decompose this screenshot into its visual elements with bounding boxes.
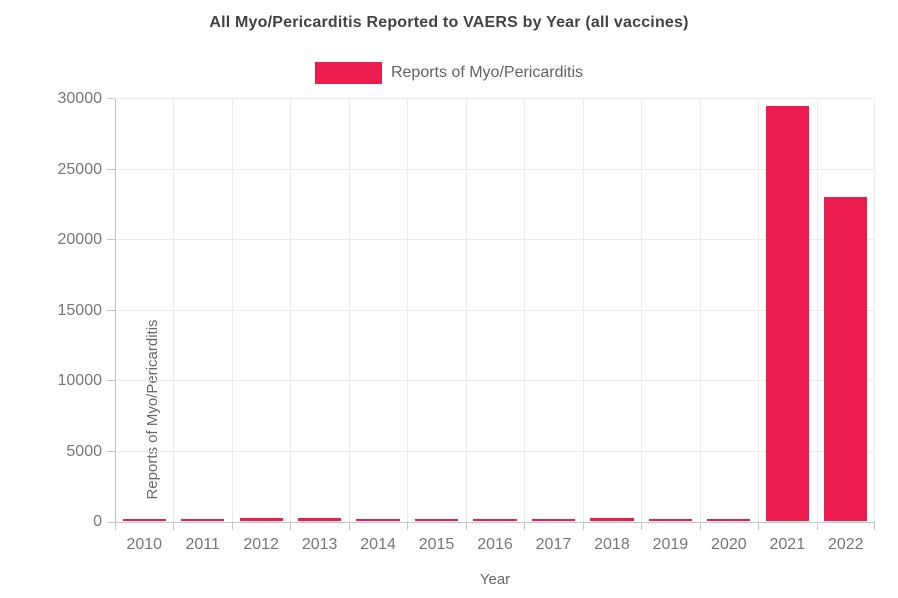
bar-2018[interactable]: [590, 518, 634, 521]
gridline-x-0: [115, 99, 116, 522]
x-tick-label-2019: 2019: [652, 536, 689, 553]
bar-2015[interactable]: [414, 519, 459, 521]
x-tick-8: [583, 522, 584, 530]
bar-2010[interactable]: [122, 519, 166, 521]
gridline-x-13: [874, 99, 875, 522]
y-tick-label-15000: 15000: [57, 301, 103, 319]
chart-title: All Myo/Pericarditis Reported to VAERS b…: [209, 14, 689, 31]
gridline-y-30000: [115, 98, 875, 99]
x-tick-label-2016: 2016: [477, 536, 513, 553]
x-axis-title: Year: [479, 571, 511, 588]
x-tick-13: [874, 522, 875, 530]
x-tick-9: [641, 522, 642, 530]
x-tick-7: [524, 522, 525, 530]
bar-2013[interactable]: [297, 518, 342, 521]
gridline-x-6: [466, 99, 467, 522]
y-tick-15000: [107, 309, 115, 311]
bar-2021[interactable]: [765, 106, 809, 521]
gridline-x-7: [524, 99, 525, 522]
y-tick-label-5000: 5000: [66, 442, 102, 460]
x-tick-10: [700, 522, 701, 530]
x-tick-5: [407, 522, 408, 530]
legend-swatch-icon: [314, 62, 382, 84]
y-tick-20000: [107, 239, 115, 240]
gridline-y-5000: [115, 450, 875, 452]
gridline-x-1: [173, 99, 174, 522]
x-tick-label-2017: 2017: [535, 536, 572, 553]
legend-label: Reports of Myo/Pericarditis: [390, 64, 584, 81]
gridline-x-2: [232, 99, 233, 522]
gridline-x-12: [817, 99, 818, 522]
x-tick-label-2013: 2013: [301, 536, 338, 553]
x-tick-label-2018: 2018: [594, 536, 630, 553]
x-tick-label-2022: 2022: [827, 536, 864, 553]
y-tick-25000: [107, 168, 115, 170]
gridline-x-3: [290, 99, 291, 522]
x-tick-label-2014: 2014: [360, 536, 396, 553]
x-tick-2: [232, 522, 233, 530]
gridline-y-15000: [115, 309, 875, 311]
gridline-x-11: [758, 99, 759, 522]
x-tick-label-2012: 2012: [243, 536, 279, 553]
x-tick-label-2010: 2010: [126, 536, 163, 553]
gridline-y-10000: [115, 380, 875, 381]
bar-2022[interactable]: [824, 196, 868, 521]
x-tick-label-2020: 2020: [711, 536, 747, 553]
y-tick-label-10000: 10000: [57, 372, 103, 389]
y-tick-label-25000: 25000: [57, 160, 103, 178]
x-tick-4: [349, 522, 350, 530]
plot-area: Reports of Myo/Pericarditis: [115, 98, 875, 523]
gridline-y-0: [115, 522, 875, 523]
bar-2020[interactable]: [707, 518, 751, 521]
bar-2019[interactable]: [648, 519, 692, 521]
y-tick-label-0: 0: [93, 513, 102, 530]
y-tick-label-20000: 20000: [57, 231, 103, 248]
bar-2014[interactable]: [356, 519, 400, 521]
gridline-x-4: [349, 99, 350, 522]
gridline-x-10: [700, 99, 701, 522]
gridline-y-20000: [115, 239, 875, 240]
gridline-x-8: [583, 99, 584, 522]
gridline-x-9: [641, 99, 642, 522]
bar-2012[interactable]: [239, 518, 283, 521]
y-tick-label-30000: 30000: [57, 90, 103, 107]
x-tick-label-2011: 2011: [185, 536, 220, 553]
legend-item[interactable]: Reports of Myo/Pericarditis: [0, 61, 898, 85]
x-tick-label-2021: 2021: [769, 536, 806, 553]
x-tick-1: [173, 522, 174, 530]
y-tick-30000: [107, 98, 115, 99]
x-tick-6: [466, 522, 467, 530]
x-tick-3: [290, 522, 291, 530]
y-tick-10000: [107, 380, 115, 381]
x-tick-0: [115, 522, 116, 530]
bar-2016[interactable]: [473, 519, 517, 521]
x-tick-11: [758, 522, 759, 530]
gridline-x-5: [407, 99, 408, 522]
y-tick-5000: [107, 450, 115, 452]
y-tick-0: [107, 522, 115, 523]
gridline-y-25000: [115, 168, 875, 170]
x-tick-12: [817, 522, 818, 530]
bar-2011[interactable]: [181, 519, 225, 521]
bar-2017[interactable]: [531, 519, 576, 521]
x-tick-label-2015: 2015: [418, 536, 455, 553]
